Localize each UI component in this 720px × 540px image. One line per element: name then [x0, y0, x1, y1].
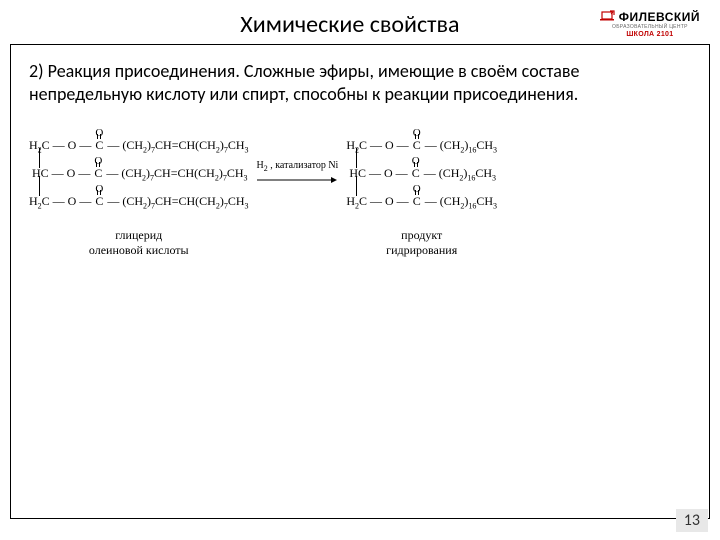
- reactant-row-3: H2C — O — OC — (CH2)7CH=CH(CH2)7CH3: [29, 188, 248, 216]
- glycerol-bond-4: [356, 176, 357, 196]
- logo-icon: [600, 10, 616, 24]
- glycerol-bond-2: [39, 176, 40, 196]
- logo-sub-text: ОБРАЗОВАТЕЛЬНЫЙ ЦЕНТР: [612, 24, 688, 30]
- reaction-conditions: H2 , катализатор Ni: [256, 160, 338, 173]
- product-row-1: H2C — O — OC — (CH2)16CH3: [346, 132, 497, 160]
- reactant-label: глицерид олеиновой кислоты: [29, 228, 248, 259]
- glycerol-bond-1: [39, 148, 40, 168]
- product-row-3: H2C — O — OC — (CH2)16CH3: [346, 188, 497, 216]
- reaction-arrow-icon: [257, 175, 337, 185]
- reactant-row-1: H2C — O — OC — (CH2)7CH=CH(CH2)7CH3: [29, 132, 248, 160]
- reactant-row-2: HC — O — OC — (CH2)7CH=CH(CH2)7CH3: [29, 160, 248, 188]
- reaction-diagram: H2C — O — OC — (CH2)7CH=CH(CH2)7CH3 HC —…: [29, 132, 691, 259]
- logo-main-text: ФИЛЕВСКИЙ: [619, 10, 700, 24]
- glycerol-bond-3: [356, 148, 357, 168]
- content-frame: 2) Реакция присоединения. Сложные эфиры,…: [10, 44, 710, 519]
- slide-header: Химические свойства ФИЛЕВСКИЙ ОБРАЗОВАТЕ…: [0, 0, 720, 44]
- product-label: продукт гидрирования: [346, 228, 497, 259]
- reaction-arrow-section: H2 , катализатор Ni: [256, 160, 338, 185]
- page-title: Химические свойства: [20, 10, 600, 39]
- reaction-description: 2) Реакция присоединения. Сложные эфиры,…: [29, 60, 691, 107]
- product-molecule: H2C — O — OC — (CH2)16CH3 HC — O — OC — …: [346, 132, 497, 259]
- product-row-2: HC — O — OC — (CH2)16CH3: [346, 160, 497, 188]
- reactant-molecule: H2C — O — OC — (CH2)7CH=CH(CH2)7CH3 HC —…: [29, 132, 248, 259]
- logo-school-text: ШКОЛА 2101: [626, 31, 673, 38]
- page-number: 13: [676, 509, 708, 532]
- school-logo: ФИЛЕВСКИЙ ОБРАЗОВАТЕЛЬНЫЙ ЦЕНТР ШКОЛА 21…: [600, 10, 700, 38]
